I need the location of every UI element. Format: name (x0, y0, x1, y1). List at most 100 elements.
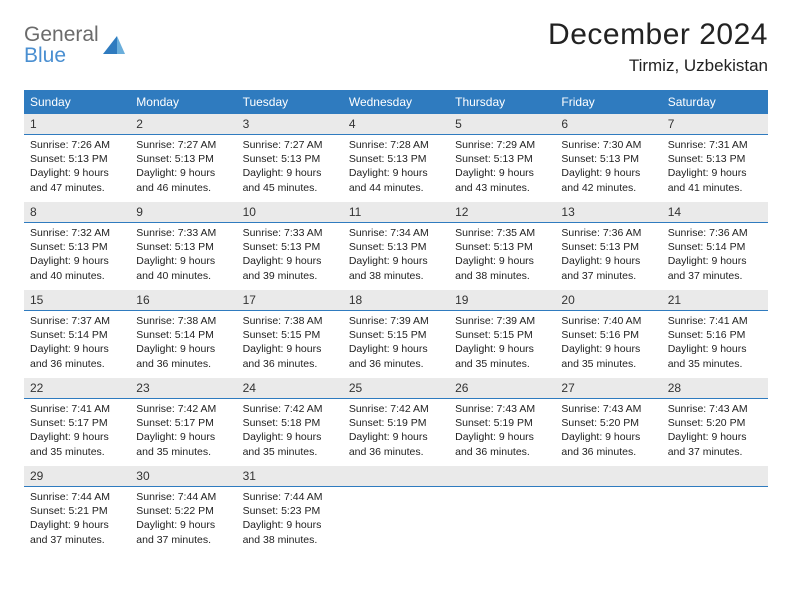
day-line-sunrise: Sunrise: 7:44 AM (243, 490, 337, 504)
day-line-day1: Daylight: 9 hours (136, 430, 230, 444)
day-line-day2: and 37 minutes. (30, 533, 124, 547)
calendar-week-row: 29Sunrise: 7:44 AMSunset: 5:21 PMDayligh… (24, 466, 768, 554)
day-body: Sunrise: 7:39 AMSunset: 5:15 PMDaylight:… (449, 311, 555, 375)
day-number (662, 466, 768, 487)
title-block: December 2024 Tirmiz, Uzbekistan (548, 18, 768, 76)
day-line-sunrise: Sunrise: 7:27 AM (243, 138, 337, 152)
day-line-day2: and 37 minutes. (136, 533, 230, 547)
day-line-day2: and 36 minutes. (349, 445, 443, 459)
day-line-day2: and 37 minutes. (668, 445, 762, 459)
day-number (449, 466, 555, 487)
day-line-day2: and 35 minutes. (136, 445, 230, 459)
calendar-cell: 21Sunrise: 7:41 AMSunset: 5:16 PMDayligh… (662, 290, 768, 378)
calendar-cell: 31Sunrise: 7:44 AMSunset: 5:23 PMDayligh… (237, 466, 343, 554)
calendar-cell: 15Sunrise: 7:37 AMSunset: 5:14 PMDayligh… (24, 290, 130, 378)
day-line-sunrise: Sunrise: 7:31 AM (668, 138, 762, 152)
day-body: Sunrise: 7:27 AMSunset: 5:13 PMDaylight:… (237, 135, 343, 199)
day-body: Sunrise: 7:43 AMSunset: 5:20 PMDaylight:… (555, 399, 661, 463)
calendar-cell: 13Sunrise: 7:36 AMSunset: 5:13 PMDayligh… (555, 202, 661, 290)
calendar-cell: 7Sunrise: 7:31 AMSunset: 5:13 PMDaylight… (662, 114, 768, 202)
col-monday: Monday (130, 90, 236, 114)
calendar-cell: 30Sunrise: 7:44 AMSunset: 5:22 PMDayligh… (130, 466, 236, 554)
day-line-day1: Daylight: 9 hours (136, 518, 230, 532)
day-number: 13 (555, 202, 661, 223)
day-line-sunset: Sunset: 5:13 PM (561, 152, 655, 166)
col-saturday: Saturday (662, 90, 768, 114)
day-number: 27 (555, 378, 661, 399)
day-line-day1: Daylight: 9 hours (561, 166, 655, 180)
day-line-sunset: Sunset: 5:14 PM (30, 328, 124, 342)
day-line-sunset: Sunset: 5:22 PM (136, 504, 230, 518)
day-line-sunrise: Sunrise: 7:41 AM (30, 402, 124, 416)
day-line-sunset: Sunset: 5:20 PM (668, 416, 762, 430)
day-body: Sunrise: 7:38 AMSunset: 5:14 PMDaylight:… (130, 311, 236, 375)
day-line-sunset: Sunset: 5:20 PM (561, 416, 655, 430)
calendar-cell: 28Sunrise: 7:43 AMSunset: 5:20 PMDayligh… (662, 378, 768, 466)
day-body: Sunrise: 7:26 AMSunset: 5:13 PMDaylight:… (24, 135, 130, 199)
calendar-cell: 19Sunrise: 7:39 AMSunset: 5:15 PMDayligh… (449, 290, 555, 378)
day-line-sunset: Sunset: 5:13 PM (30, 152, 124, 166)
col-sunday: Sunday (24, 90, 130, 114)
day-line-sunrise: Sunrise: 7:34 AM (349, 226, 443, 240)
page-title: December 2024 (548, 18, 768, 52)
day-line-sunrise: Sunrise: 7:38 AM (136, 314, 230, 328)
calendar-cell: 1Sunrise: 7:26 AMSunset: 5:13 PMDaylight… (24, 114, 130, 202)
calendar-cell: 8Sunrise: 7:32 AMSunset: 5:13 PMDaylight… (24, 202, 130, 290)
day-line-sunset: Sunset: 5:13 PM (455, 240, 549, 254)
calendar-cell: 24Sunrise: 7:42 AMSunset: 5:18 PMDayligh… (237, 378, 343, 466)
day-line-day2: and 40 minutes. (30, 269, 124, 283)
day-line-sunrise: Sunrise: 7:29 AM (455, 138, 549, 152)
calendar-table: Sunday Monday Tuesday Wednesday Thursday… (24, 90, 768, 554)
day-line-day1: Daylight: 9 hours (668, 430, 762, 444)
calendar-cell: 16Sunrise: 7:38 AMSunset: 5:14 PMDayligh… (130, 290, 236, 378)
day-line-day1: Daylight: 9 hours (30, 166, 124, 180)
day-line-sunset: Sunset: 5:23 PM (243, 504, 337, 518)
day-number: 3 (237, 114, 343, 135)
day-body: Sunrise: 7:44 AMSunset: 5:21 PMDaylight:… (24, 487, 130, 551)
day-line-day2: and 41 minutes. (668, 181, 762, 195)
day-line-sunrise: Sunrise: 7:44 AM (136, 490, 230, 504)
day-body: Sunrise: 7:42 AMSunset: 5:17 PMDaylight:… (130, 399, 236, 463)
day-line-day2: and 39 minutes. (243, 269, 337, 283)
day-number: 19 (449, 290, 555, 311)
col-friday: Friday (555, 90, 661, 114)
calendar-cell: 2Sunrise: 7:27 AMSunset: 5:13 PMDaylight… (130, 114, 236, 202)
day-body: Sunrise: 7:30 AMSunset: 5:13 PMDaylight:… (555, 135, 661, 199)
calendar-cell: 4Sunrise: 7:28 AMSunset: 5:13 PMDaylight… (343, 114, 449, 202)
day-line-sunset: Sunset: 5:21 PM (30, 504, 124, 518)
logo: General Blue (24, 24, 125, 66)
day-line-day2: and 36 minutes. (349, 357, 443, 371)
day-line-sunset: Sunset: 5:13 PM (668, 152, 762, 166)
day-line-day1: Daylight: 9 hours (243, 342, 337, 356)
day-number (555, 466, 661, 487)
day-body: Sunrise: 7:36 AMSunset: 5:13 PMDaylight:… (555, 223, 661, 287)
day-line-day1: Daylight: 9 hours (668, 342, 762, 356)
day-line-sunset: Sunset: 5:19 PM (349, 416, 443, 430)
day-number: 14 (662, 202, 768, 223)
day-number: 20 (555, 290, 661, 311)
day-number: 5 (449, 114, 555, 135)
day-number: 31 (237, 466, 343, 487)
calendar-page: General Blue December 2024 Tirmiz, Uzbek… (0, 0, 792, 572)
day-body: Sunrise: 7:42 AMSunset: 5:18 PMDaylight:… (237, 399, 343, 463)
day-line-sunset: Sunset: 5:13 PM (30, 240, 124, 254)
logo-word2: Blue (24, 44, 66, 67)
day-number: 1 (24, 114, 130, 135)
calendar-cell: 5Sunrise: 7:29 AMSunset: 5:13 PMDaylight… (449, 114, 555, 202)
day-line-day2: and 36 minutes. (243, 357, 337, 371)
day-line-sunrise: Sunrise: 7:38 AM (243, 314, 337, 328)
calendar-week-row: 8Sunrise: 7:32 AMSunset: 5:13 PMDaylight… (24, 202, 768, 290)
day-line-sunrise: Sunrise: 7:39 AM (455, 314, 549, 328)
day-line-sunset: Sunset: 5:16 PM (668, 328, 762, 342)
day-line-sunset: Sunset: 5:13 PM (136, 152, 230, 166)
day-line-day2: and 35 minutes. (455, 357, 549, 371)
day-line-sunrise: Sunrise: 7:36 AM (561, 226, 655, 240)
day-line-sunset: Sunset: 5:19 PM (455, 416, 549, 430)
day-body: Sunrise: 7:35 AMSunset: 5:13 PMDaylight:… (449, 223, 555, 287)
day-body: Sunrise: 7:43 AMSunset: 5:19 PMDaylight:… (449, 399, 555, 463)
day-line-day2: and 43 minutes. (455, 181, 549, 195)
day-line-sunset: Sunset: 5:13 PM (349, 240, 443, 254)
day-body: Sunrise: 7:44 AMSunset: 5:23 PMDaylight:… (237, 487, 343, 551)
day-line-sunset: Sunset: 5:14 PM (668, 240, 762, 254)
day-body (662, 487, 768, 547)
